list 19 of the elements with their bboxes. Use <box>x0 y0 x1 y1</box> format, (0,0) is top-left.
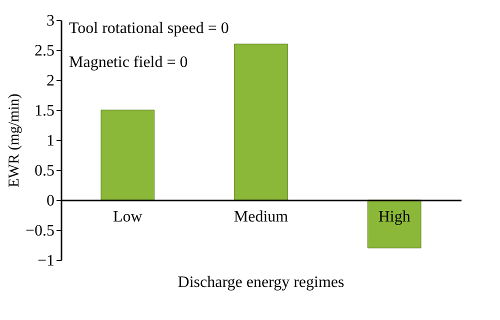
y-tick-label: 2.5 <box>34 42 54 60</box>
y-tick-label: 1 <box>46 132 54 150</box>
y-tick-label: 2 <box>46 72 54 90</box>
y-tick-label: −1 <box>37 252 54 270</box>
y-axis-title: EWR (mg/min) <box>6 94 22 188</box>
bar <box>100 110 155 200</box>
bar <box>234 44 288 200</box>
bar <box>367 200 422 248</box>
y-tick-label: 0 <box>46 192 54 210</box>
x-axis-title: Discharge energy regimes <box>178 274 344 291</box>
y-tick-label: 1.5 <box>34 102 54 120</box>
x-tick-label: High <box>378 208 410 226</box>
y-tick-label: 3 <box>46 12 54 30</box>
x-tick-label: Low <box>113 208 143 226</box>
annotation: Tool rotational speed = 0 <box>69 20 229 37</box>
x-tick-label: Medium <box>234 208 289 226</box>
annotation: Magnetic field = 0 <box>69 54 188 71</box>
y-tick-label: 0.5 <box>34 162 54 180</box>
y-tick-label: −0.5 <box>25 222 54 240</box>
